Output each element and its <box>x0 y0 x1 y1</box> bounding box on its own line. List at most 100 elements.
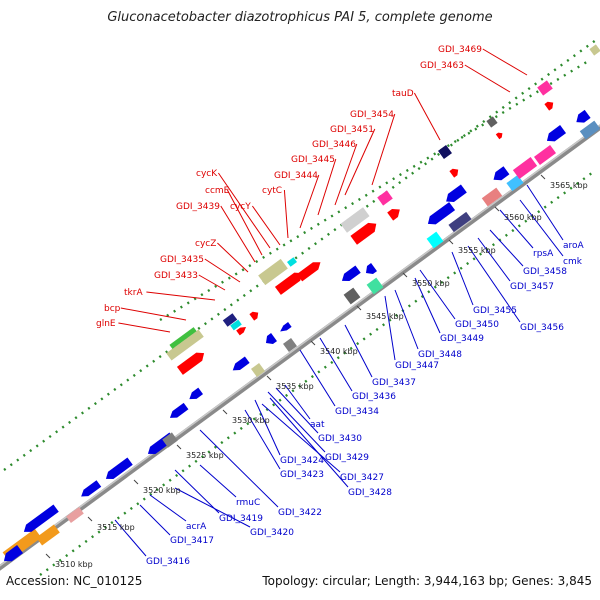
gene-feature <box>249 311 259 321</box>
gene-feature <box>36 524 60 546</box>
callout-line <box>467 245 521 323</box>
callout-line <box>344 324 373 378</box>
callout-line <box>199 429 279 508</box>
gene-feature <box>287 257 297 267</box>
callout-line <box>120 307 187 321</box>
gene-label-reverse: GDI_3455 <box>473 306 517 316</box>
callout-line <box>226 189 263 256</box>
gene-label-reverse: GDI_3449 <box>440 334 484 344</box>
callout-line <box>283 189 289 239</box>
gene-feature <box>446 184 467 202</box>
gene-feature <box>105 457 133 479</box>
gene-label-reverse: GDI_3430 <box>318 434 362 444</box>
kbp-label: 3560 kbp <box>504 213 542 222</box>
gene-feature <box>544 101 554 111</box>
callout-line <box>251 205 281 246</box>
gene-feature <box>169 402 189 418</box>
gene-feature <box>166 329 204 361</box>
gene-feature <box>343 287 361 305</box>
gene-label-reverse: GDI_3417 <box>170 536 214 546</box>
callout-line <box>174 487 251 528</box>
kbp-tick <box>133 479 139 485</box>
gene-label-reverse: GDI_3436 <box>352 392 396 402</box>
kbp-scale: 3510 kbp 3515 kbp 3520 kbp 3525 kbp 3530 kbp… <box>45 174 588 569</box>
gene-feature <box>438 145 452 159</box>
gene-label-reverse: aroA <box>563 241 585 251</box>
callout-line <box>526 184 564 241</box>
gene-feature <box>512 157 538 179</box>
callout-line <box>284 384 311 420</box>
callout-line <box>464 64 511 93</box>
gene-feature <box>546 125 567 142</box>
genome-backbone <box>0 124 600 571</box>
gene-label-reverse: GDI_3422 <box>278 508 322 518</box>
gene-feature <box>222 313 238 327</box>
callout-line <box>319 337 353 392</box>
callout-line <box>451 251 474 306</box>
gene-label-forward: GDI_3451 <box>330 125 374 135</box>
callout-line <box>217 172 271 249</box>
callout-line <box>299 349 336 407</box>
callout-line <box>334 143 358 206</box>
kbp-tick <box>402 272 408 278</box>
gene-label-reverse: GDI_3448 <box>418 350 462 360</box>
kbp-tick <box>266 375 272 381</box>
gene-label-reverse: GDI_3434 <box>335 407 379 417</box>
gene-feature <box>427 202 456 225</box>
gene-callouts: GDI_3469 GDI_3463 tauD GDI_3454 GDI_3451 GDI_… <box>96 45 585 567</box>
gene-label-forward: GDI_3454 <box>350 110 394 120</box>
topology-text: Topology: circular; Length: 3,944,163 bp… <box>262 574 592 588</box>
gene-feature <box>265 333 277 345</box>
kbp-tick <box>176 444 182 450</box>
callout-line <box>267 391 326 453</box>
gene-label-forward: tauD <box>392 89 414 99</box>
callout-line <box>254 399 281 456</box>
callout-line <box>174 469 220 514</box>
gene-label-forward: bcp <box>104 304 121 314</box>
kbp-label: 3515 kbp <box>97 523 135 532</box>
gene-features <box>2 44 600 562</box>
gene-label-forward: cycY <box>230 202 251 212</box>
gene-feature <box>258 258 288 286</box>
kbp-label: 3555 kbp <box>458 246 496 255</box>
gene-feature <box>3 545 24 562</box>
gene-label-reverse: GDI_3419 <box>219 514 263 524</box>
callout-line <box>394 289 419 350</box>
gene-feature <box>365 263 377 275</box>
kbp-label: 3565 kbp <box>550 181 588 190</box>
gene-feature <box>162 432 178 448</box>
gene-label-reverse: GDI_3447 <box>395 361 439 371</box>
callout-line <box>299 174 320 229</box>
kbp-label: 3520 kbp <box>143 486 181 495</box>
callout-line <box>220 205 256 263</box>
gene-feature <box>495 132 503 140</box>
callout-line <box>344 128 376 196</box>
gene-label-reverse: GDI_3458 <box>523 267 567 277</box>
gene-feature <box>340 207 370 233</box>
gene-label-reverse: rmuC <box>236 498 260 508</box>
gene-label-reverse: GDI_3420 <box>250 528 294 538</box>
gene-feature <box>280 322 292 332</box>
genome-backbone-highlight <box>0 124 600 567</box>
gene-feature <box>274 272 303 295</box>
gene-feature <box>189 387 204 400</box>
kbp-tick <box>356 305 362 311</box>
kbp-label: 3545 kbp <box>366 312 404 321</box>
callout-line <box>384 295 396 361</box>
gene-feature <box>23 504 59 532</box>
gene-label-forward: GDI_3445 <box>291 155 335 165</box>
gene-label-reverse: GDI_3456 <box>520 323 564 333</box>
gene-feature <box>350 222 377 245</box>
kbp-label: 3525 kbp <box>186 451 224 460</box>
gene-label-forward: GDI_3446 <box>312 140 356 150</box>
kbp-tick <box>310 340 316 346</box>
gene-feature <box>236 327 247 336</box>
callout-line <box>118 322 171 333</box>
callout-line <box>146 291 216 301</box>
gene-label-reverse: GDI_3416 <box>146 557 190 567</box>
gene-label-forward: cycK <box>196 169 218 179</box>
callout-line <box>261 403 341 473</box>
gene-label-forward: cytC <box>262 186 282 196</box>
gene-label-forward: GDI_3463 <box>420 61 464 71</box>
gene-label-forward: GDI_3439 <box>176 202 220 212</box>
